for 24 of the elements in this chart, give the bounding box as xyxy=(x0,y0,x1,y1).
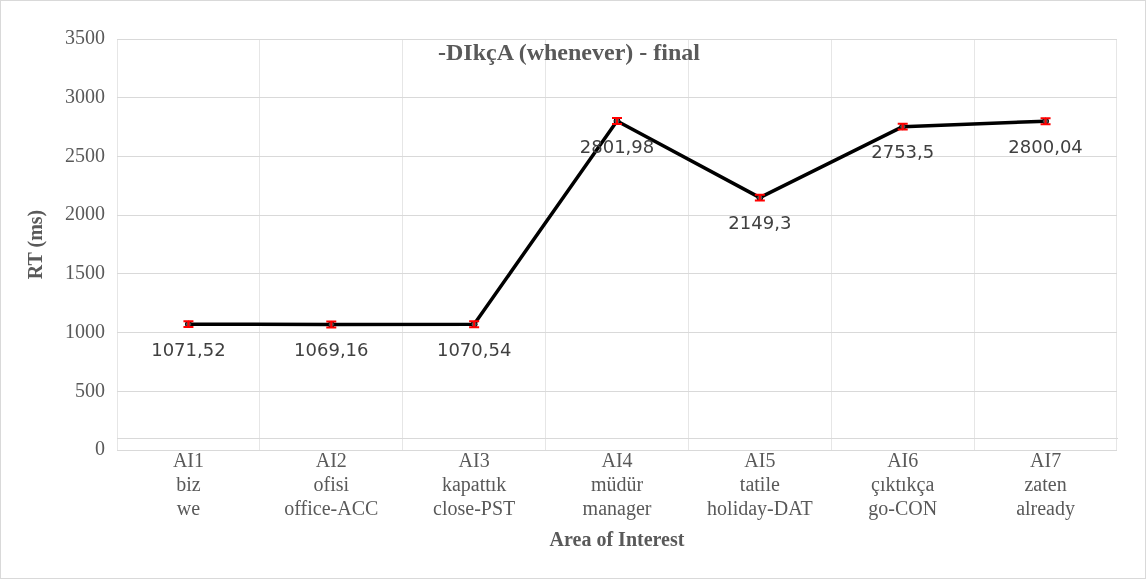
x-axis-title: Area of Interest xyxy=(549,527,685,550)
data-label: 1071,52 xyxy=(151,338,226,360)
x-tick-label: AI3 kapattık close-PST xyxy=(433,449,516,520)
x-tick-label: AI4 müdür manager xyxy=(582,449,652,521)
chart-title: -DIkçA (whenever) - final xyxy=(438,38,701,65)
x-tick-label: AI1 biz we xyxy=(172,449,204,520)
y-tick-label: 1000 xyxy=(65,319,105,342)
y-tick-label: 3500 xyxy=(65,26,105,49)
x-tick-label: AI5 tatile holiday-DAT xyxy=(707,449,813,521)
y-tick-label: 2000 xyxy=(65,202,105,225)
y-tick-label: 3000 xyxy=(65,84,105,107)
data-label: 2800,04 xyxy=(1008,135,1083,157)
data-label: 1070,54 xyxy=(436,338,512,360)
y-axis-title: RT (ms) xyxy=(24,209,48,280)
y-tick-label: 2500 xyxy=(65,143,105,166)
data-label: 2149,3 xyxy=(728,212,792,234)
data-label: 2753,5 xyxy=(871,141,935,163)
y-tick-label: 0 xyxy=(95,437,105,460)
y-tick-label: 1500 xyxy=(65,261,105,284)
y-tick-label: 500 xyxy=(75,378,105,401)
data-label: 1069,16 xyxy=(294,339,369,361)
x-tick-label: AI2 ofisi office-ACC xyxy=(284,449,379,520)
x-tick-label: AI7 zaten already xyxy=(1016,449,1075,521)
x-tick-label: AI6 çıktıkça go-CON xyxy=(868,449,938,521)
